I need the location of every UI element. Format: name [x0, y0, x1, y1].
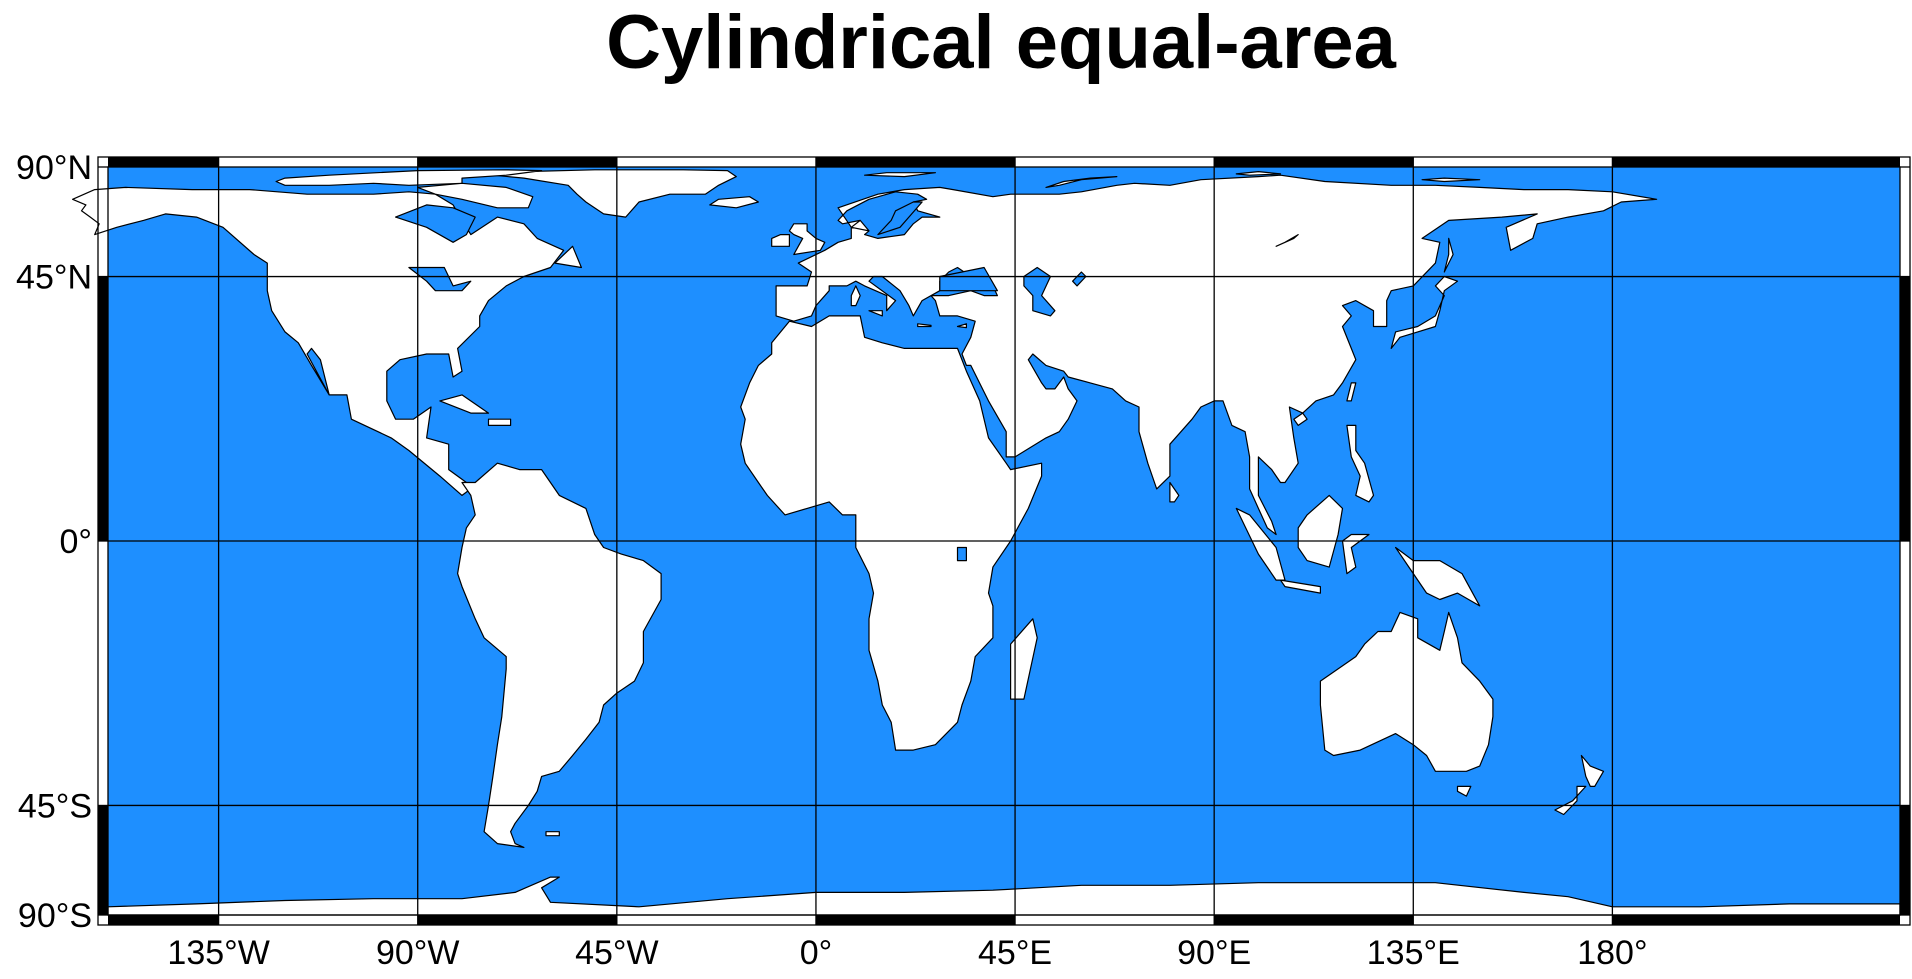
lat-label: 45°S: [18, 787, 92, 825]
lat-label: 90°S: [18, 897, 92, 935]
land-falklands: [545, 831, 560, 837]
land-baffin: [417, 182, 534, 209]
land-ireland: [771, 234, 791, 247]
frame-bar-top: [815, 157, 1016, 167]
water-caspian-sea: [1023, 266, 1056, 317]
lon-label: 45°E: [978, 934, 1052, 972]
land-sicily: [868, 310, 883, 317]
land-taiwan: [1346, 382, 1357, 402]
land-north-america: [71, 186, 565, 496]
frame-bar-right: [1900, 805, 1910, 915]
land-severnaya-zemlya: [1235, 171, 1282, 176]
water-lake-victoria: [956, 546, 968, 562]
lat-label: 45°N: [16, 259, 92, 297]
land-crete: [917, 323, 932, 328]
axis-labels: 135°W 90°W 45°W 0° 45°E 90°E 135°E 180° 90°N 45°N…: [16, 149, 1648, 972]
frame-bar-top: [1612, 157, 1900, 167]
land-nz-north: [1580, 754, 1605, 788]
land-nz-south: [1554, 785, 1587, 816]
water-great-lakes: [408, 266, 472, 292]
frame-bar-left: [98, 276, 108, 541]
land-hispaniola: [487, 418, 512, 426]
land-sumatra: [1235, 507, 1286, 581]
land-layer: [71, 169, 1901, 916]
frame-bar-top: [1214, 157, 1414, 167]
land-antarctica: [107, 876, 1901, 916]
graticule: [108, 167, 1900, 915]
land-philippines: [1346, 424, 1375, 503]
lon-label: 90°W: [376, 934, 460, 972]
lat-label: 0°: [59, 523, 92, 561]
land-svalbard: [863, 172, 937, 178]
land-corsica-sardinia: [850, 285, 861, 307]
lat-label: 90°N: [16, 149, 92, 187]
inland-water-layer: [395, 201, 1299, 562]
land-tasmania: [1456, 785, 1472, 797]
land-sakhalin: [1443, 237, 1454, 273]
water-baltic-sea: [877, 201, 923, 236]
lon-label: 45°W: [575, 934, 659, 972]
water-hudson-bay: [395, 204, 476, 243]
lon-label: 135°E: [1367, 934, 1460, 972]
frame-bar-bottom: [815, 915, 1016, 925]
land-arctic-islands: [275, 169, 543, 186]
land-cyprus: [956, 323, 968, 329]
land-australia: [1319, 611, 1494, 772]
land-sulawesi: [1341, 533, 1370, 575]
land-greenland: [492, 169, 737, 218]
frame-bar-bottom: [1612, 915, 1900, 925]
land-japan: [1390, 275, 1459, 349]
land-madagascar: [1009, 618, 1038, 700]
frame-bar-bottom: [417, 915, 617, 925]
land-cuba: [439, 394, 490, 414]
frame-bar-right: [1900, 276, 1910, 541]
lon-label: 90°E: [1177, 934, 1251, 972]
frame-bar-bottom: [108, 915, 219, 925]
lon-label: 180°: [1577, 934, 1647, 972]
land-borneo: [1297, 494, 1344, 568]
map-title: Cylindrical equal-area: [606, 0, 1397, 85]
lon-label: 0°: [800, 934, 833, 972]
land-new-siberian: [1421, 177, 1481, 183]
land-newfoundland: [554, 245, 583, 269]
frame-bar-bottom: [1214, 915, 1414, 925]
frame-bar-top: [108, 157, 219, 167]
land-iceland: [709, 196, 760, 209]
land-java: [1279, 579, 1322, 594]
land-hainan: [1293, 412, 1308, 426]
frame-bar-top: [417, 157, 617, 167]
frame-bar-left: [98, 805, 108, 915]
land-eurasia: [775, 174, 1658, 536]
land-novaya-zemlya: [1045, 176, 1118, 188]
land-new-guinea: [1394, 546, 1481, 607]
water-lake-baikal: [1275, 234, 1299, 247]
land-sri-lanka: [1169, 481, 1180, 503]
map-frame: [97, 156, 1911, 926]
lon-label: 135°W: [167, 934, 269, 972]
